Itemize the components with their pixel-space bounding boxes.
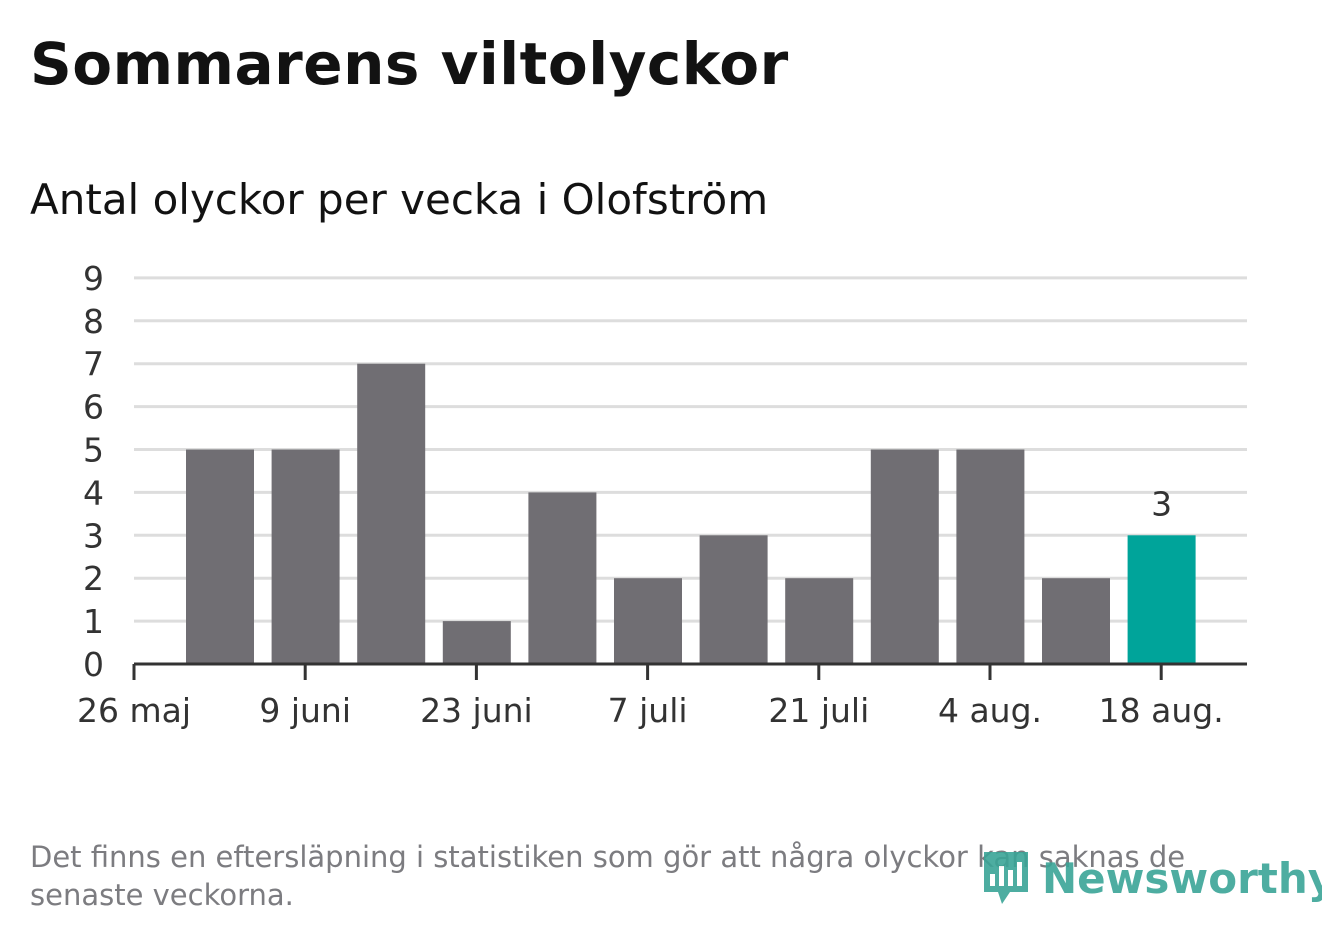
x-tick-label: 9 juni <box>259 691 351 730</box>
bar <box>442 621 511 664</box>
y-tick-label: 3 <box>83 516 104 555</box>
y-tick-label: 9 <box>83 259 104 298</box>
x-tick-label: 4 aug. <box>938 691 1042 730</box>
bar <box>614 578 682 664</box>
bar-chart: 0 1 2 3 45 6 7 8 9 3 26 maj 9 juni 23 juni 7 juli 21 j… <box>77 259 1247 730</box>
bar <box>785 578 854 664</box>
x-tick-label: 21 juli <box>768 691 869 730</box>
bar-chart-logo-icon <box>984 852 1028 904</box>
y-tick-label: 1 <box>83 602 104 641</box>
bar <box>870 449 939 664</box>
x-tick-label: 26 maj <box>77 691 191 730</box>
data-label: 3 <box>1151 484 1172 523</box>
y-tick-label: 0 <box>83 645 104 684</box>
bar <box>1042 578 1110 664</box>
bar <box>357 363 426 664</box>
chart-subtitle: Antal olyckor per vecka i Olofström <box>30 175 769 224</box>
brand-name: Newsworthy <box>1042 853 1322 903</box>
bar <box>699 535 768 664</box>
x-tick-label: 23 juni <box>420 691 533 730</box>
y-tick-label: 4 <box>83 473 104 512</box>
y-tick-label: 2 <box>83 559 104 598</box>
bar <box>956 449 1025 664</box>
bar <box>1127 535 1196 664</box>
bar <box>186 449 254 664</box>
y-tick-label: 5 <box>83 431 104 470</box>
bar <box>271 449 340 664</box>
y-tick-label: 8 <box>83 302 104 341</box>
x-tick-label: 7 juli <box>608 691 688 730</box>
x-tick-label: 18 aug. <box>1099 691 1224 730</box>
y-tick-label: 6 <box>83 388 104 427</box>
newsworthy-logo: Newsworthy <box>980 848 1322 908</box>
bar <box>528 492 597 664</box>
y-tick-label: 7 <box>83 345 104 384</box>
chart-title: Sommarens viltolyckor <box>30 30 789 98</box>
